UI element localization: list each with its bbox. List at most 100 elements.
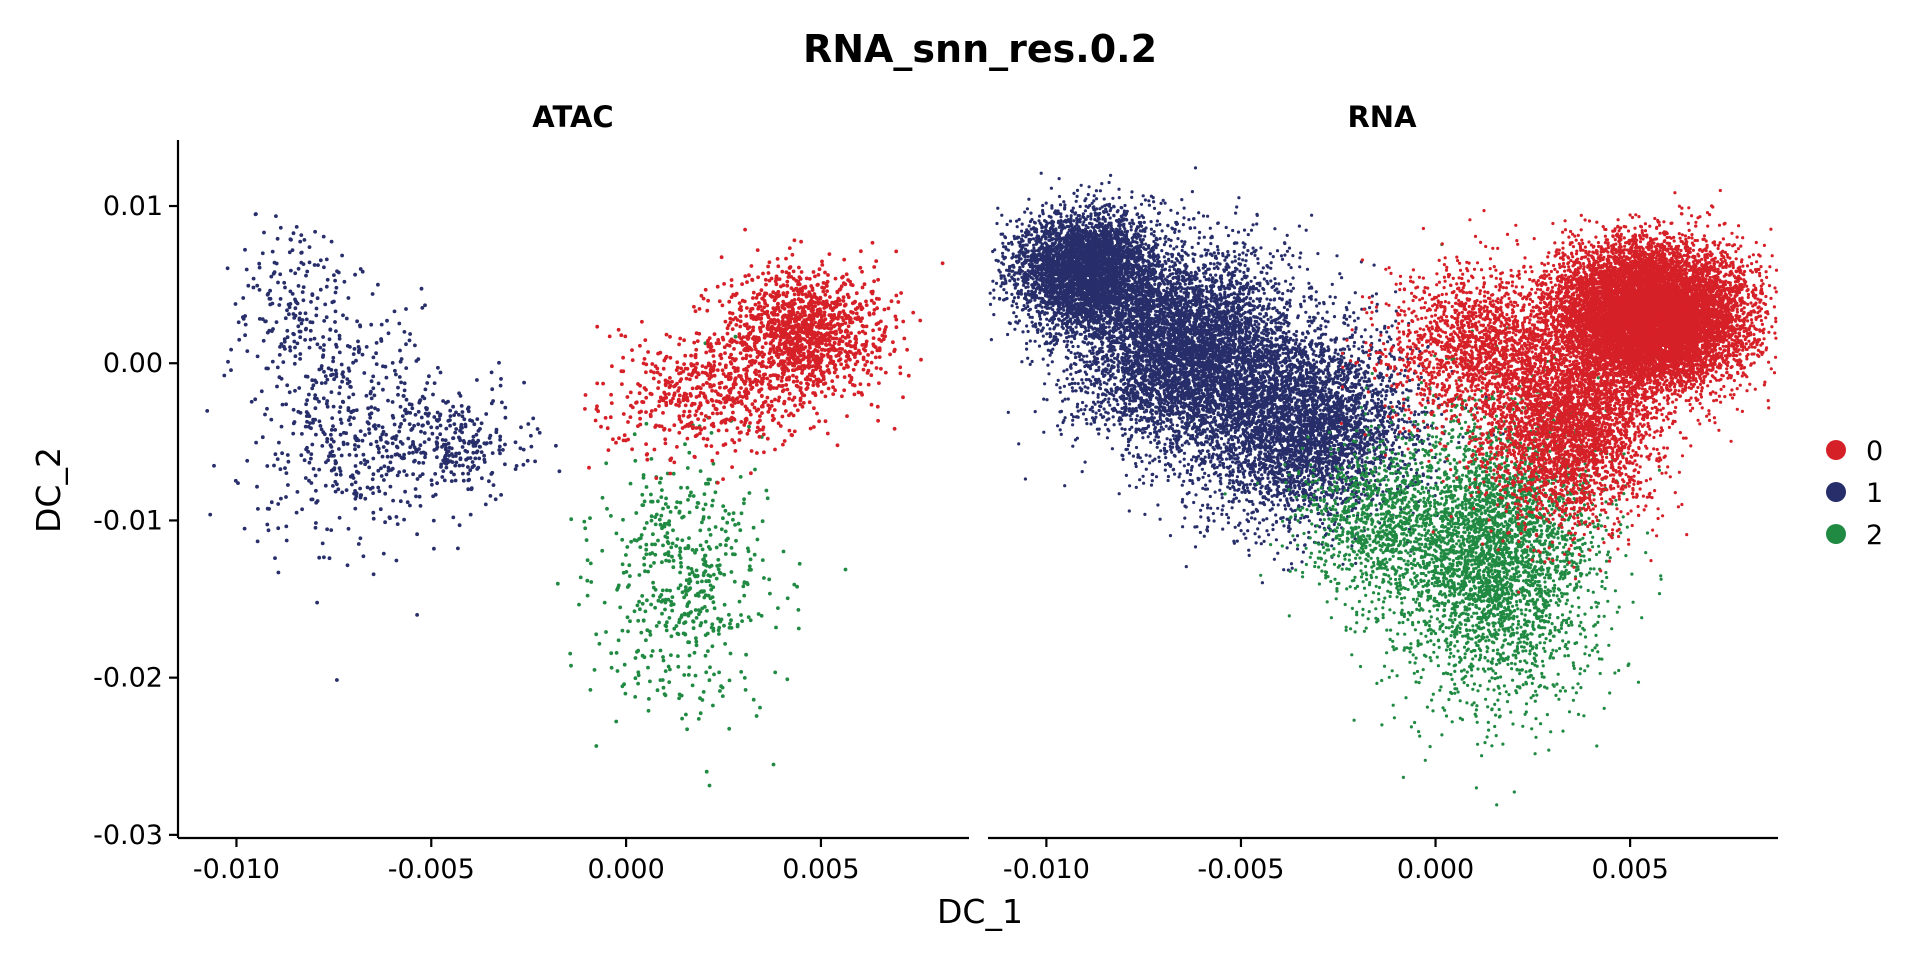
data-point (849, 310, 853, 314)
data-point (653, 522, 658, 527)
data-point (457, 391, 461, 396)
data-point (1152, 423, 1156, 427)
data-point (301, 285, 306, 289)
data-point (639, 533, 644, 537)
data-point (823, 394, 828, 399)
data-point (443, 447, 448, 452)
data-point (642, 357, 647, 361)
data-point (656, 598, 661, 603)
data-point (765, 395, 770, 400)
data-point (729, 403, 734, 407)
data-point (404, 366, 409, 370)
data-point (277, 353, 282, 357)
data-point (657, 399, 662, 404)
data-point (703, 553, 708, 558)
data-point (790, 349, 794, 354)
data-point (370, 292, 375, 296)
data-point (418, 474, 422, 478)
data-point (293, 271, 298, 276)
data-point (435, 455, 439, 460)
data-point (746, 549, 751, 554)
data-point (1163, 463, 1168, 467)
data-point (334, 472, 339, 477)
data-point (669, 599, 673, 604)
data-point (321, 353, 326, 358)
data-point (648, 679, 652, 684)
data-point (382, 464, 387, 469)
data-point (233, 478, 238, 483)
data-point (880, 333, 885, 338)
data-point (275, 236, 280, 241)
data-point (848, 344, 853, 348)
data-point (585, 558, 590, 563)
data-point (686, 498, 690, 502)
data-point (653, 587, 658, 592)
data-point (764, 341, 768, 346)
data-point (863, 331, 868, 336)
data-point (792, 582, 797, 587)
data-point (310, 442, 315, 447)
data-point (274, 214, 278, 219)
data-point (843, 282, 848, 287)
data-point (664, 332, 669, 337)
data-point (755, 451, 759, 455)
data-point (804, 328, 808, 332)
data-point (668, 399, 673, 403)
data-point (823, 332, 828, 337)
data-point (1333, 295, 1337, 299)
data-point (668, 588, 672, 593)
data-point (386, 465, 391, 470)
data-point (795, 584, 799, 589)
data-point (698, 609, 703, 614)
data-point (386, 398, 390, 403)
data-point (292, 361, 297, 366)
data-point (838, 330, 843, 334)
data-point (293, 388, 297, 393)
data-point (918, 318, 923, 323)
data-point (351, 360, 355, 365)
data-point (782, 439, 787, 443)
data-point (767, 577, 772, 582)
data-point (462, 417, 467, 422)
data-point (375, 444, 380, 449)
data-point (635, 650, 639, 654)
data-point (695, 339, 700, 343)
data-point (708, 547, 712, 551)
data-point (277, 440, 281, 445)
data-point (692, 650, 697, 655)
data-point (303, 476, 308, 480)
data-point (879, 339, 884, 343)
data-point (464, 457, 468, 462)
data-point (732, 358, 737, 363)
data-point (874, 366, 879, 370)
data-point (453, 478, 458, 483)
data-point (720, 303, 725, 308)
data-point (650, 499, 655, 504)
data-point (723, 529, 728, 534)
data-point (714, 576, 719, 581)
data-point (901, 319, 906, 324)
data-point (667, 522, 672, 527)
data-point (671, 471, 676, 476)
data-point (698, 711, 703, 716)
data-point (360, 269, 365, 274)
data-point (307, 245, 312, 250)
data-point (356, 471, 361, 475)
data-point (760, 345, 765, 350)
data-point (1030, 359, 1034, 364)
data-point (854, 291, 859, 296)
data-point (715, 451, 720, 455)
data-point (791, 341, 796, 346)
data-point (317, 399, 321, 404)
data-point (819, 390, 824, 394)
data-point (892, 349, 897, 354)
data-point (666, 664, 671, 669)
data-point (861, 324, 866, 329)
data-point (748, 421, 752, 425)
data-point (315, 296, 320, 301)
data-point (849, 320, 854, 325)
data-point (791, 357, 796, 361)
data-point (397, 470, 402, 474)
data-point (872, 265, 877, 269)
data-point (731, 517, 735, 522)
